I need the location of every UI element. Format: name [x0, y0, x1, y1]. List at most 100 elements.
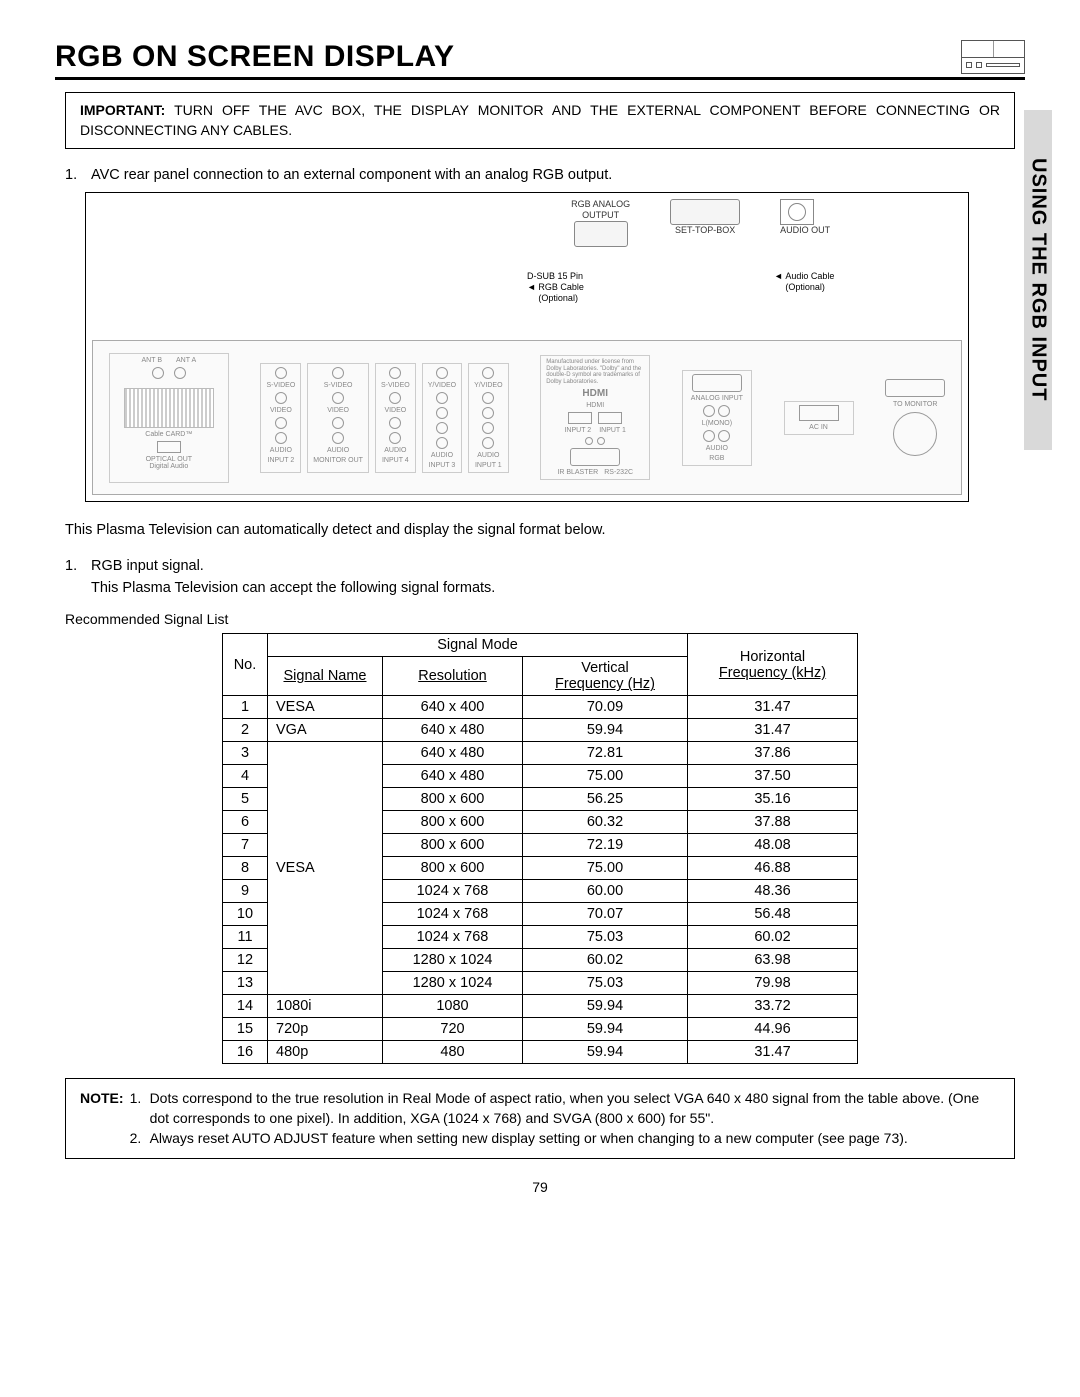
monitor-out-label: MONITOR OUT — [313, 457, 363, 464]
note-label: NOTE: — [80, 1089, 124, 1148]
note-item-text: Dots correspond to the true resolution i… — [150, 1089, 1000, 1128]
step-1-num: 1. — [65, 165, 83, 186]
fan-icon — [893, 412, 937, 456]
rgb-cable-label: RGB Cable (Optional) — [538, 282, 584, 304]
header: RGB ON SCREEN DISPLAY — [55, 40, 1025, 80]
acin-label: AC IN — [809, 424, 828, 431]
note-item-num: 2. — [130, 1129, 144, 1149]
cell-name: 720p — [268, 1018, 383, 1041]
cell-hfreq: 48.36 — [688, 880, 858, 903]
audio-out-label: AUDIO OUT — [780, 225, 830, 236]
cell-vfreq: 59.94 — [523, 719, 688, 742]
cell-hfreq: 56.48 — [688, 903, 858, 926]
rs232c-label: RS-232C — [604, 469, 633, 476]
cell-no: 11 — [223, 926, 268, 949]
note-item-num: 1. — [130, 1089, 144, 1128]
rgb-output-block: RGB ANALOG OUTPUT — [571, 199, 630, 247]
analog-input-label: ANALOG INPUT — [691, 395, 743, 402]
cell-res: 720 — [383, 1018, 523, 1041]
cell-vfreq: 59.94 — [523, 1018, 688, 1041]
table-caption: Recommended Signal List — [65, 611, 1015, 627]
cell-res: 640 x 480 — [383, 765, 523, 788]
table-row: 1VESA640 x 40070.0931.47 — [223, 696, 858, 719]
audio-label-4: AUDIO — [431, 452, 453, 459]
sub1-line2: This Plasma Television can accept the fo… — [91, 578, 495, 600]
table-row: 3VESA640 x 48072.8137.86 — [223, 742, 858, 765]
cell-name: VGA — [268, 719, 383, 742]
cell-res: 800 x 600 — [383, 788, 523, 811]
input2-label: INPUT 2 — [268, 457, 295, 464]
cell-no: 14 — [223, 995, 268, 1018]
cell-res: 1280 x 1024 — [383, 972, 523, 995]
cell-hfreq: 37.50 — [688, 765, 858, 788]
cell-no: 2 — [223, 719, 268, 742]
cell-vfreq: 75.03 — [523, 926, 688, 949]
sub1-line1: RGB input signal. — [91, 556, 495, 578]
settop-block: SET-TOP-BOX — [670, 199, 740, 236]
audio-label: AUDIO — [270, 447, 292, 454]
hdr-signal-name: Signal Name — [268, 657, 383, 696]
dolby-text: Manufactured under license from Dolby La… — [546, 359, 644, 385]
cell-hfreq: 46.88 — [688, 857, 858, 880]
cell-hfreq: 63.98 — [688, 949, 858, 972]
cell-vfreq: 70.07 — [523, 903, 688, 926]
hdr-resolution: Resolution — [383, 657, 523, 696]
cell-no: 1 — [223, 696, 268, 719]
cell-hfreq: 31.47 — [688, 719, 858, 742]
cell-vfreq: 75.00 — [523, 765, 688, 788]
yvideo-label: Y/VIDEO — [428, 382, 456, 389]
audio-label-2: AUDIO — [327, 447, 349, 454]
cell-no: 7 — [223, 834, 268, 857]
page-title: RGB ON SCREEN DISPLAY — [55, 40, 454, 74]
to-monitor-label: TO MONITOR — [893, 401, 937, 408]
cell-res: 640 x 480 — [383, 719, 523, 742]
cell-vfreq: 72.81 — [523, 742, 688, 765]
step-1-text: AVC rear panel connection to an external… — [91, 165, 612, 186]
cell-no: 8 — [223, 857, 268, 880]
cell-res: 1024 x 768 — [383, 903, 523, 926]
cell-hfreq: 48.08 — [688, 834, 858, 857]
irblaster-label: IR BLASTER — [557, 469, 598, 476]
table-row: 2VGA640 x 48059.9431.47 — [223, 719, 858, 742]
cell-hfreq: 79.98 — [688, 972, 858, 995]
hdr-no: No. — [223, 634, 268, 696]
cell-res: 800 x 600 — [383, 857, 523, 880]
device-icon — [961, 40, 1025, 74]
hdmi-in1: INPUT 1 — [599, 427, 626, 434]
table-row: 141080i108059.9433.72 — [223, 995, 858, 1018]
hdmi-in2: INPUT 2 — [564, 427, 591, 434]
important-label: IMPORTANT: — [80, 102, 165, 118]
cell-hfreq: 35.16 — [688, 788, 858, 811]
important-box: IMPORTANT: TURN OFF THE AVC BOX, THE DIS… — [65, 92, 1015, 149]
rear-panel: ANT BANT A Cable CARD™ OPTICAL OUT Digit… — [92, 340, 962, 495]
hdmi-label: HDMI — [586, 402, 604, 409]
settop-label: SET-TOP-BOX — [670, 225, 740, 236]
cell-hfreq: 37.88 — [688, 811, 858, 834]
cell-hfreq: 31.47 — [688, 1041, 858, 1064]
cell-vfreq: 60.02 — [523, 949, 688, 972]
input4-label: INPUT 4 — [382, 457, 409, 464]
cell-hfreq: 60.02 — [688, 926, 858, 949]
input1-label: INPUT 1 — [475, 462, 502, 469]
rgb-output-label: RGB ANALOG OUTPUT — [571, 199, 630, 221]
cell-vfreq: 72.19 — [523, 834, 688, 857]
cell-no: 15 — [223, 1018, 268, 1041]
cell-name-merged: VESA — [268, 742, 383, 995]
cell-no: 9 — [223, 880, 268, 903]
video-label-3: VIDEO — [384, 407, 406, 414]
cell-vfreq: 70.09 — [523, 696, 688, 719]
audio-cable-label: Audio Cable (Optional) — [785, 271, 834, 293]
cell-hfreq: 44.96 — [688, 1018, 858, 1041]
cell-hfreq: 37.86 — [688, 742, 858, 765]
section-tab: USING THE RGB INPUT — [1024, 110, 1052, 450]
cell-no: 5 — [223, 788, 268, 811]
cell-vfreq: 60.00 — [523, 880, 688, 903]
cell-no: 3 — [223, 742, 268, 765]
rgb-label: RGB — [709, 455, 724, 462]
note-box: NOTE: 1.Dots correspond to the true reso… — [65, 1078, 1015, 1159]
hdr-signal-mode: Signal Mode — [268, 634, 688, 657]
cablecard-label: Cable CARD™ — [145, 431, 192, 438]
cell-no: 6 — [223, 811, 268, 834]
cell-res: 480 — [383, 1041, 523, 1064]
dsub-label: D-SUB 15 Pin — [527, 271, 584, 282]
